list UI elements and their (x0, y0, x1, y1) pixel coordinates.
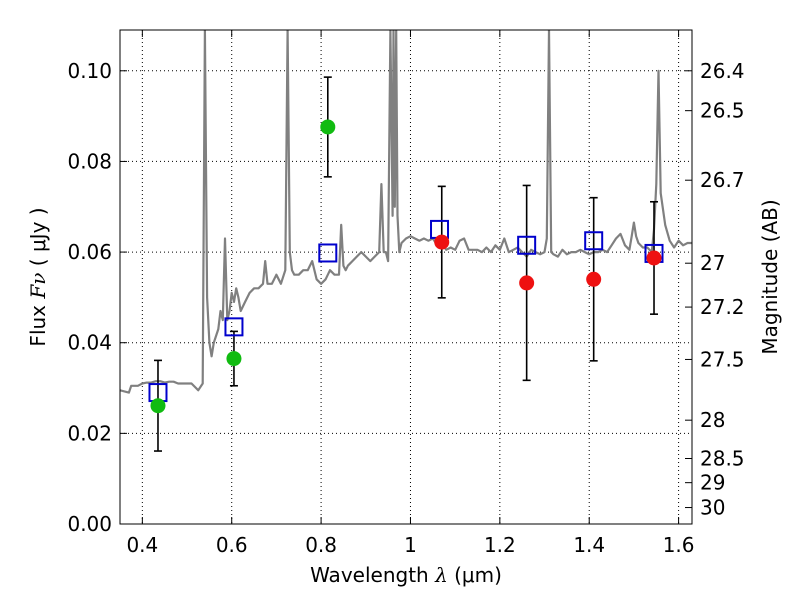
magnitude-tick-label: 28.5 (700, 446, 745, 470)
marker-layer (148, 119, 664, 414)
model-spectrum-line (120, 30, 692, 394)
x-tick-label: 1.2 (484, 533, 516, 557)
y-tick-label: 0.08 (67, 149, 112, 173)
x-tick-label: 1.6 (663, 533, 695, 557)
magnitude-tick-label: 26.5 (700, 99, 745, 123)
model-photometry-marker (318, 243, 338, 263)
x-tick-label: 0.4 (126, 533, 158, 557)
y-axis-title-symbol: Fν (26, 273, 50, 300)
model-photometry-marker (584, 231, 604, 251)
optical-photometry-marker (226, 351, 242, 367)
magnitude-tick-label: 26.4 (700, 59, 745, 83)
y-tick-label: 0.06 (67, 240, 112, 264)
y-tick-label: 0.02 (67, 421, 112, 445)
x-tick-label: 0.6 (216, 533, 248, 557)
nir-photometry-marker (519, 275, 535, 291)
magnitude-tick-label: 27 (700, 251, 725, 275)
magnitude-tick-label: 28 (700, 408, 725, 432)
model-photometry-marker (224, 317, 244, 337)
y2-axis-title: Magnitude (AB) (758, 199, 782, 354)
x-axis-title-units: (μm) (454, 563, 502, 587)
y-tick-label: 0.00 (67, 512, 112, 536)
nir-photometry-marker (586, 271, 602, 287)
optical-photometry-marker (150, 398, 166, 414)
y-axis-title-prefix: Flux (26, 305, 50, 347)
x-tick-label: 0.8 (305, 533, 337, 557)
x-axis-title: Wavelength λ (μm) (310, 563, 502, 587)
x-tick-label: 1 (404, 533, 417, 557)
spectrum-layer (120, 30, 692, 394)
magnitude-tick-label: 27.2 (700, 295, 745, 319)
model-photometry-marker (517, 235, 537, 255)
tick-layer: 0.4 0.6 0.8 1 1.2 1.4 1.6 0.00 0.02 0.04 0.06 0.08 0… (67, 30, 745, 557)
nir-photometry-marker (646, 250, 662, 266)
y-tick-label: 0.04 (67, 331, 112, 355)
x-axis-title-symbol: λ (434, 563, 448, 587)
nir-photometry-marker (434, 234, 450, 250)
x-tick-label: 1.4 (573, 533, 605, 557)
optical-photometry-marker (320, 119, 336, 135)
magnitude-tick-label: 26.7 (700, 168, 745, 192)
y-axis-title: Flux Fν ( μJy ) (26, 207, 50, 346)
magnitude-tick-label: 29 (700, 471, 725, 495)
y-tick-label: 0.10 (67, 59, 112, 83)
magnitude-tick-label: 27.5 (700, 347, 745, 371)
magnitude-tick-label: 30 (700, 496, 725, 520)
plot-frame (119, 29, 693, 525)
x-axis-title-prefix: Wavelength (310, 563, 429, 587)
y-axis-title-units: ( μJy ) (26, 207, 50, 266)
